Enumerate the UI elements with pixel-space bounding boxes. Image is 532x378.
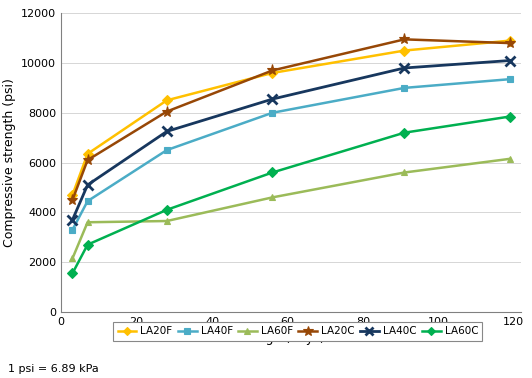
LA20C [507,41,513,45]
LA60F [507,156,513,161]
LA20C [401,37,408,42]
Line: LA20C: LA20C [67,34,516,205]
LA20C [269,68,276,73]
Line: LA40F: LA40F [69,76,513,233]
LA20F [85,152,91,156]
LA60F [69,256,76,260]
LA60C [269,170,276,175]
LA40F [507,77,513,81]
LA40F [85,199,91,203]
LA40F [164,148,170,152]
Line: LA60C: LA60C [69,113,513,277]
Line: LA40C: LA40C [68,56,515,225]
LA20F [164,98,170,102]
LA40C [507,58,513,63]
Y-axis label: Compressive strength (psi): Compressive strength (psi) [3,78,15,247]
LA20F [507,38,513,43]
LA40F [69,228,76,232]
LA60C [69,271,76,276]
LA20C [69,198,76,202]
LA20F [69,193,76,197]
LA40C [85,183,91,187]
LA60C [164,208,170,212]
LA60F [269,195,276,200]
LA40C [269,97,276,101]
LA60F [164,219,170,223]
LA60C [401,130,408,135]
LA40C [69,217,76,222]
Legend: LA20F, LA40F, LA60F, LA20C, LA40C, LA60C: LA20F, LA40F, LA60F, LA20C, LA40C, LA60C [113,322,483,341]
Line: LA20F: LA20F [69,37,513,198]
LA60C [507,114,513,119]
LA60F [85,220,91,225]
LA20C [164,109,170,114]
Line: LA60F: LA60F [69,155,513,262]
LA40C [164,129,170,134]
X-axis label: Age (days): Age (days) [257,332,325,345]
LA60F [401,170,408,175]
LA40C [401,66,408,70]
LA20F [269,71,276,75]
LA60C [85,242,91,247]
LA20F [401,48,408,53]
Text: 1 psi = 6.89 kPa: 1 psi = 6.89 kPa [8,364,99,374]
LA40F [269,110,276,115]
LA20C [85,158,91,162]
LA40F [401,86,408,90]
